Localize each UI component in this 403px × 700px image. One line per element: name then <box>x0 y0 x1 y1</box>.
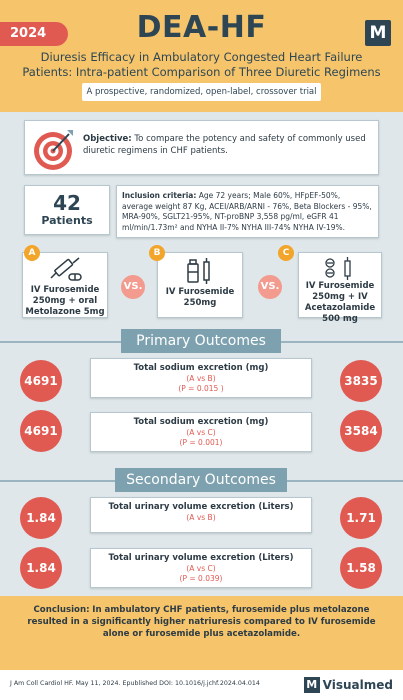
secondary-2-comparison: (A vs C) <box>186 564 216 573</box>
secondary-outcome-1: Total urinary volume excretion (Liters) … <box>90 497 312 533</box>
patients-card: 42 Patients <box>24 185 110 235</box>
page-subtitle: Diuresis Efficacy in Ambulatory Congeste… <box>20 50 383 80</box>
footer: J Am Coll Cardiol HF. May 11, 2024. Epub… <box>0 670 403 700</box>
pills-syringe-icon <box>325 257 351 280</box>
inclusion-text: Age 72 years; Male 60%, HFpEF-50%, avera… <box>122 191 372 232</box>
regimen-a-line-2: 250mg + oral <box>32 296 98 306</box>
regimen-b-card: IV Furosemide 250mg <box>157 252 243 318</box>
objective-body: To compare the potency and safety of com… <box>83 134 366 156</box>
primary-2-comparison: (A vs C) <box>186 428 216 437</box>
brand-mark: M Visualmed <box>303 676 393 694</box>
regimen-c-badge: C <box>278 245 294 261</box>
primary-2-left-value: 4691 <box>20 410 62 452</box>
conclusion-label: Conclusion: <box>33 605 90 615</box>
primary-outcomes-header: Primary Outcomes <box>121 329 281 353</box>
regimen-b-line-2: 250mg <box>183 298 217 308</box>
secondary-outcome-2: Total urinary volume excretion (Liters) … <box>90 548 312 588</box>
objective-card: Objective: To compare the potency and sa… <box>24 120 379 175</box>
primary-2-title: Total sodium excretion (mg) <box>133 417 269 427</box>
primary-2-right-value: 3584 <box>340 410 382 452</box>
syringe-pill-icon <box>50 257 82 281</box>
regimen-c-line-1: IV Furosemide <box>305 281 375 291</box>
regimen-c-card: IV Furosemide 250mg + IV Acetazolamide 5… <box>298 252 382 324</box>
regimen-c-line-3: Acetazolamide 500 mg <box>304 303 376 324</box>
page-title: DEA-HF <box>136 10 267 45</box>
patients-label: Patients <box>41 214 93 227</box>
objective-text: Objective: To compare the potency and sa… <box>83 133 373 157</box>
primary-outcome-2: Total sodium excretion (mg) (A vs C) (P … <box>90 412 312 452</box>
brand-logo: M <box>365 20 391 46</box>
trial-design: A prospective, randomized, open-label, c… <box>82 83 321 101</box>
subtitle-line-2: Patients: Intra-patient Comparison of Th… <box>22 65 381 79</box>
inclusion-label: Inclusion criteria: <box>122 191 197 200</box>
regimen-c-line-2: 250mg + IV <box>312 292 368 302</box>
primary-1-title: Total sodium excretion (mg) <box>133 363 269 373</box>
conclusion-text: In ambulatory CHF patients, furosemide p… <box>27 605 376 639</box>
regimen-b-badge: B <box>149 245 165 261</box>
primary-1-p-value: (P = 0.015 ) <box>178 384 224 393</box>
brand-name: Visualmed <box>322 678 393 692</box>
regimen-b-line-1: IV Furosemide <box>165 287 235 297</box>
secondary-outcomes-header: Secondary Outcomes <box>115 468 287 492</box>
subtitle-line-1: Diuresis Efficacy in Ambulatory Congeste… <box>40 50 363 64</box>
citation: J Am Coll Cardiol HF. May 11, 2024. Epub… <box>10 680 260 687</box>
vs-badge-1: VS. <box>121 275 145 299</box>
objective-label: Objective: <box>83 134 132 144</box>
primary-1-right-value: 3835 <box>340 360 382 402</box>
secondary-1-comparison: (A vs B) <box>186 513 216 522</box>
primary-1-comparison: (A vs B) <box>186 374 216 383</box>
regimen-a-line-1: IV Furosemide <box>30 285 100 295</box>
conclusion-banner: Conclusion: In ambulatory CHF patients, … <box>0 596 403 670</box>
secondary-1-left-value: 1.84 <box>20 497 62 539</box>
primary-1-left-value: 4691 <box>20 360 62 402</box>
secondary-1-right-value: 1.71 <box>340 497 382 539</box>
regimen-a-badge: A <box>24 245 40 261</box>
vial-syringe-icon <box>187 258 210 284</box>
secondary-2-right-value: 1.58 <box>340 547 382 589</box>
secondary-2-left-value: 1.84 <box>20 547 62 589</box>
inclusion-card: Inclusion criteria: Age 72 years; Male 6… <box>116 185 379 238</box>
patients-count: 42 <box>53 191 81 215</box>
secondary-2-p-value: (P = 0.039) <box>179 574 223 583</box>
vs-badge-2: VS. <box>258 275 282 299</box>
brand-logo-small: M <box>303 677 320 693</box>
primary-2-p-value: (P = 0.001) <box>179 438 223 447</box>
secondary-2-title: Total urinary volume excretion (Liters) <box>108 553 294 563</box>
regimen-a-line-3: Metolazone 5mg <box>25 307 105 317</box>
secondary-1-title: Total urinary volume excretion (Liters) <box>108 502 294 512</box>
year-badge: 2024 <box>0 22 68 46</box>
primary-outcome-1: Total sodium excretion (mg) (A vs B) (P … <box>90 358 312 398</box>
regimen-a-card: IV Furosemide 250mg + oral Metolazone 5m… <box>22 252 108 318</box>
target-icon <box>34 130 73 170</box>
